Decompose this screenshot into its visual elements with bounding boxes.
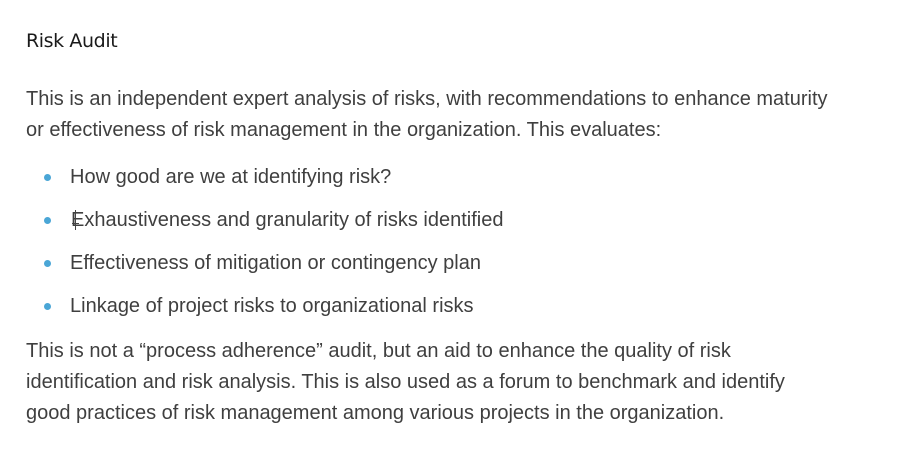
list-item-text: Exhaustiveness and granularity of risks … xyxy=(71,209,504,231)
outro-paragraph: This is not a “process adherence” audit,… xyxy=(26,340,785,424)
intro-paragraph: This is an independent expert analysis o… xyxy=(26,88,828,141)
list-item: Exhaustiveness and granularity of risks … xyxy=(44,205,503,248)
list-item-text: How good are we at identifying risk? xyxy=(70,166,392,188)
list-item-text: Linkage of project risks to organization… xyxy=(70,295,474,317)
bullet-icon xyxy=(44,217,51,224)
bullet-icon xyxy=(44,174,51,181)
section-heading: Risk Audit xyxy=(26,30,118,52)
text-cursor-icon xyxy=(71,210,80,230)
evaluation-list: How good are we at identifying risk? Exh… xyxy=(44,162,503,334)
bullet-icon xyxy=(44,303,51,310)
list-item-text: Effectiveness of mitigation or contingen… xyxy=(70,252,481,274)
list-item: How good are we at identifying risk? xyxy=(44,162,503,205)
list-item: Effectiveness of mitigation or contingen… xyxy=(44,248,503,291)
list-item: Linkage of project risks to organization… xyxy=(44,291,503,334)
bullet-icon xyxy=(44,260,51,267)
